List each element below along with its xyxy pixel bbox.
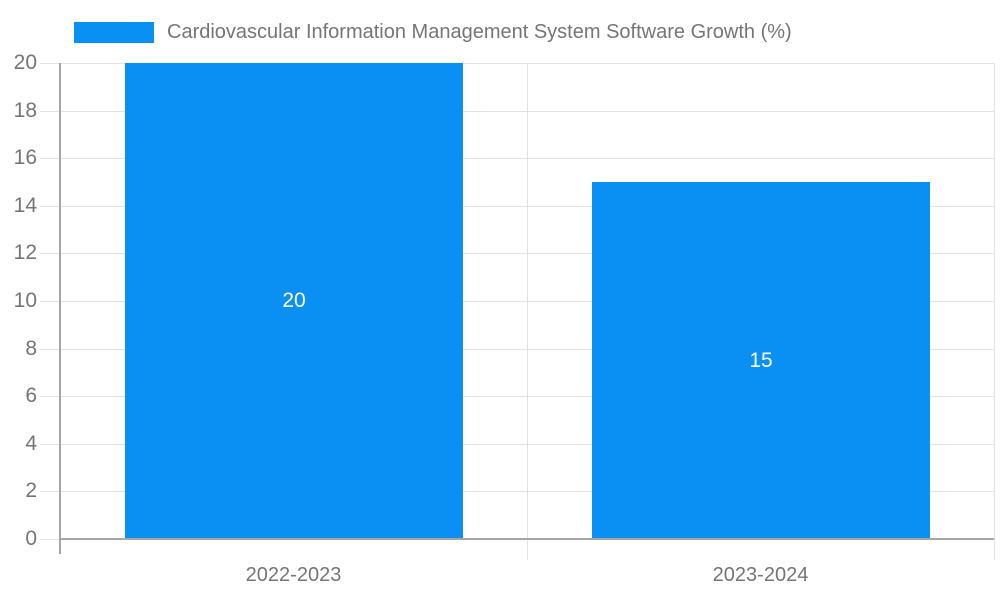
y-axis-label: 14 [13,194,37,217]
y-axis-line [59,63,61,554]
x-axis-label: 2022-2023 [245,564,342,586]
y-axis-label: 4 [25,432,37,455]
y-axis-tick [40,349,60,350]
y-axis-label: 10 [13,289,37,312]
y-axis-label: 12 [13,241,37,264]
y-axis-tick [40,491,60,492]
legend-label: Cardiovascular Information Management Sy… [167,20,792,43]
y-axis-tick [40,444,60,445]
y-axis-label: 0 [25,527,37,550]
x-axis-line [60,538,994,540]
y-axis-tick [40,63,60,64]
y-axis-label: 8 [25,337,37,360]
bar-2023-2024[interactable] [592,182,930,539]
y-axis-label: 18 [13,99,37,122]
y-axis-tick [40,301,60,302]
x-axis-label: 2023-2024 [712,564,809,586]
legend-swatch [74,21,154,43]
y-axis-tick [40,396,60,397]
legend-item[interactable]: Cardiovascular Information Management Sy… [74,20,792,44]
y-axis-tick [40,206,60,207]
y-axis-tick [40,111,60,112]
category-separator [994,63,995,560]
category-separator [527,63,528,560]
bar-2022-2023[interactable] [125,63,463,539]
y-axis-tick [40,539,60,540]
y-axis-label: 16 [13,146,37,169]
y-axis-label: 6 [25,384,37,407]
y-axis-tick [40,158,60,159]
y-axis-label: 20 [13,51,37,74]
y-axis-tick [40,253,60,254]
y-axis-label: 2 [25,479,37,502]
